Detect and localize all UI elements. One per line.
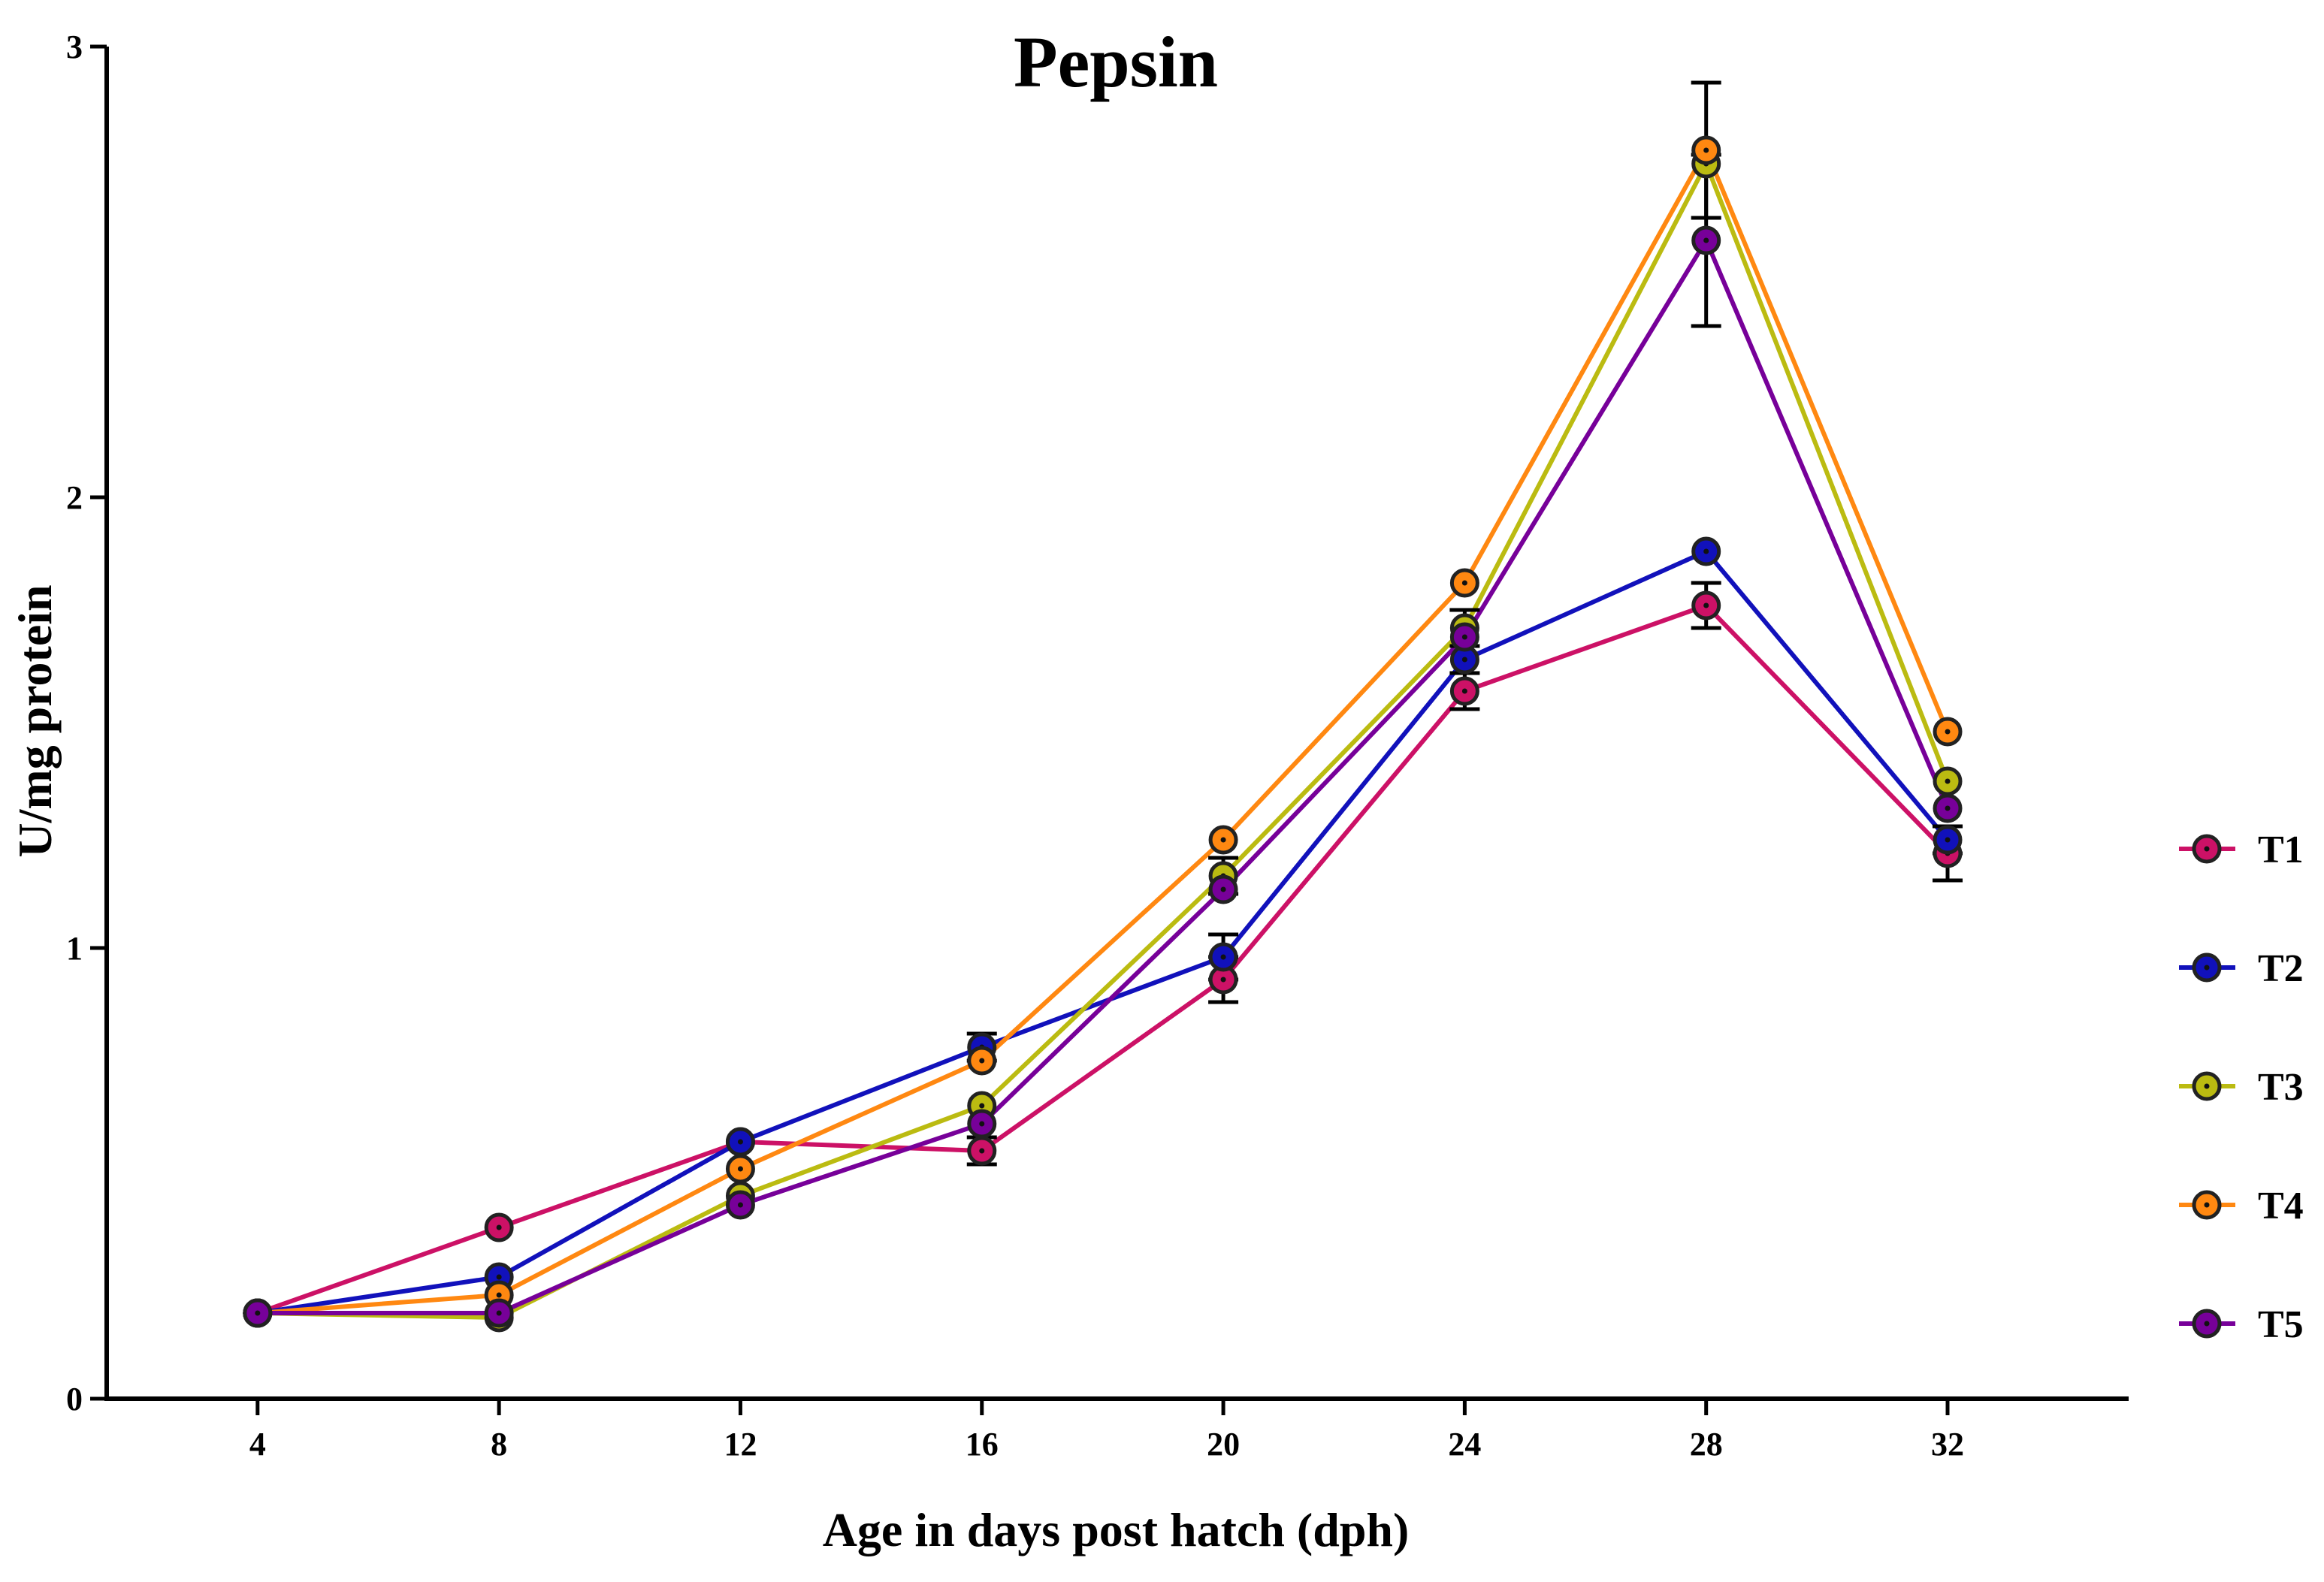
data-point-t5 [1208, 874, 1238, 904]
legend-item-t2: T2 [2179, 947, 2304, 990]
data-point-t5 [725, 1190, 755, 1220]
data-point-t5 [967, 1109, 997, 1139]
data-point-t2 [725, 1127, 755, 1157]
x-tick-label: 32 [1931, 1426, 1964, 1463]
data-point-t3 [1933, 766, 1963, 796]
data-point-t1 [1691, 590, 1721, 620]
legend-item-t3: T3 [2179, 1066, 2304, 1109]
x-tick-label: 28 [1690, 1426, 1723, 1463]
series-markers [243, 135, 1963, 1333]
series-line-t4 [257, 148, 1950, 1315]
legend: T1 T2 T3 T4 T5 [2179, 829, 2304, 1346]
legend-label-t3: T3 [2258, 1066, 2304, 1109]
series-line-t1 [256, 603, 1950, 1315]
data-point-t4 [1933, 717, 1963, 747]
data-point-t4 [1208, 825, 1238, 855]
series-layer [243, 80, 1963, 1333]
legend-label-t2: T2 [2258, 947, 2304, 990]
x-tick-label: 8 [491, 1426, 507, 1463]
x-tick-label: 4 [249, 1426, 266, 1463]
data-point-t5 [1449, 622, 1479, 652]
x-axis-label: Age in days post hatch (dph) [823, 1503, 1410, 1556]
data-point-t1 [484, 1212, 514, 1242]
legend-item-t4: T4 [2179, 1185, 2304, 1227]
legend-label-t4: T4 [2258, 1185, 2304, 1227]
x-tick-label: 20 [1207, 1426, 1240, 1463]
x-tick-label: 12 [724, 1426, 757, 1463]
data-point-t5 [1691, 225, 1721, 255]
data-point-t2 [1933, 825, 1963, 855]
data-point-t2 [1691, 536, 1721, 566]
data-point-t5 [243, 1298, 273, 1328]
data-point-t5 [484, 1298, 514, 1328]
series-line-t3 [257, 162, 1950, 1320]
data-point-t4 [1691, 135, 1721, 165]
data-point-t4 [967, 1046, 997, 1076]
y-axis-label: U/mg protein [8, 584, 62, 857]
legend-item-t5: T5 [2179, 1303, 2304, 1346]
legend-item-t1: T1 [2179, 829, 2304, 871]
data-point-t2 [1208, 942, 1238, 972]
series-lines [256, 148, 1950, 1320]
y-tick-label: 0 [66, 1381, 83, 1417]
data-point-t5 [1933, 793, 1963, 823]
chart-title: Pepsin [1014, 22, 1218, 102]
series-line-t2 [257, 549, 1950, 1315]
legend-label-t1: T1 [2258, 829, 2304, 871]
data-point-t4 [725, 1154, 755, 1184]
x-tick-label: 24 [1448, 1426, 1481, 1463]
series-line-t5 [257, 238, 1950, 1315]
legend-label-t5: T5 [2258, 1303, 2304, 1346]
data-point-t1 [1449, 676, 1479, 706]
y-tick-label: 2 [66, 479, 83, 516]
y-tick-label: 3 [66, 29, 83, 65]
x-tick-label: 16 [966, 1426, 999, 1463]
data-point-t4 [1449, 568, 1479, 598]
y-tick-label: 1 [66, 930, 83, 967]
data-point-t1 [967, 1136, 997, 1166]
